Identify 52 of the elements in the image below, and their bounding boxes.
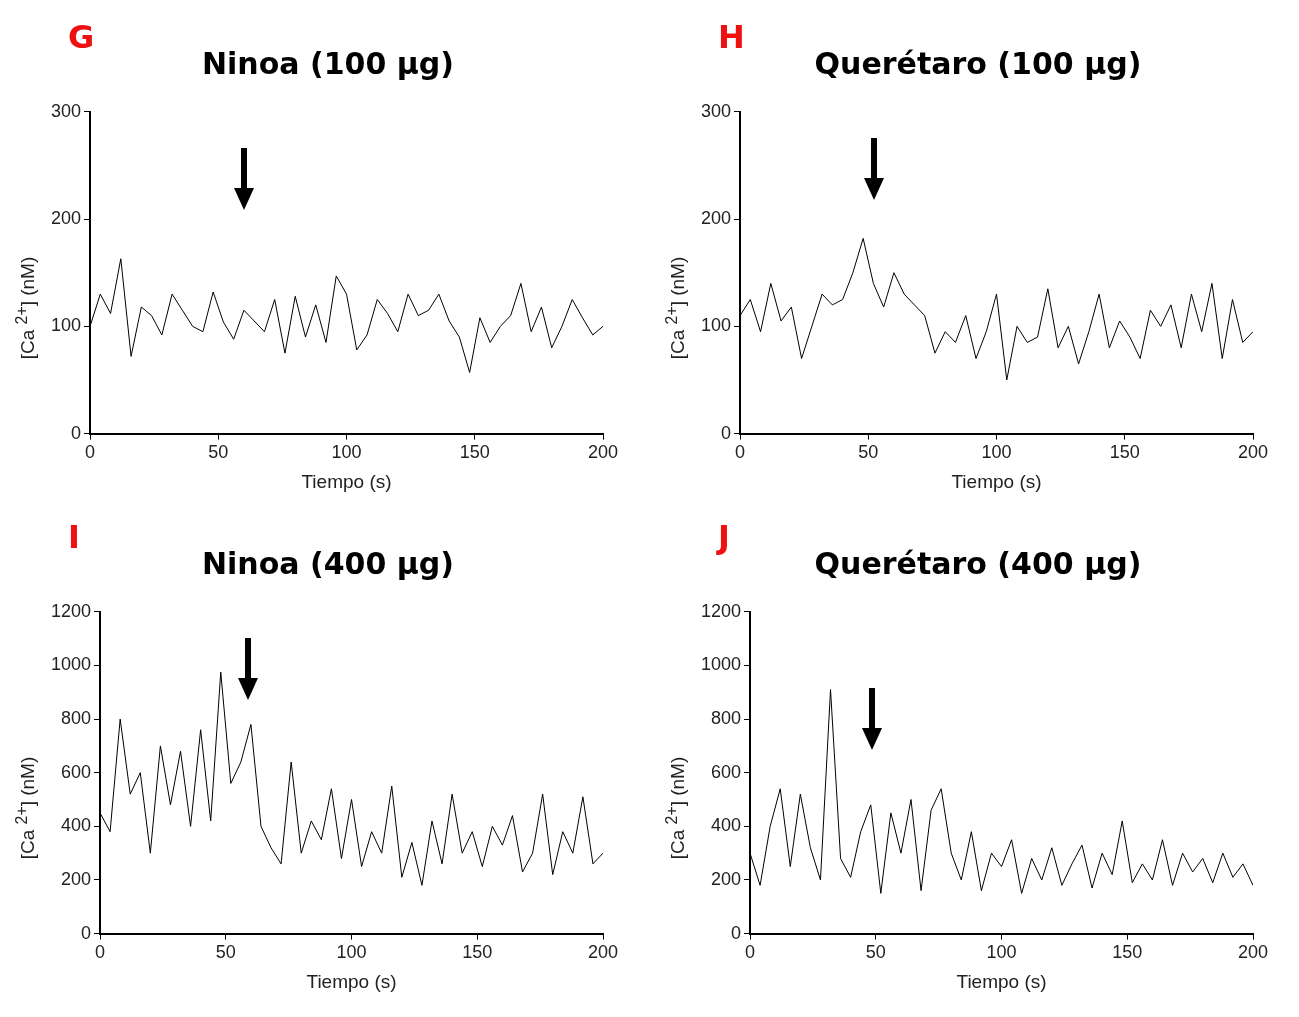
y-tick-label: 0	[71, 422, 82, 443]
y-tick-label: 200	[711, 868, 742, 889]
y-tick-label: 100	[50, 315, 82, 336]
x-tick-label: 100	[336, 942, 367, 963]
text: I	[68, 518, 80, 556]
y-tick-label: 1000	[51, 654, 92, 675]
x-tick-label: 0	[745, 942, 756, 963]
y-tick-label: 0	[721, 422, 732, 443]
y-tick-label: 1200	[701, 600, 742, 621]
y-tick-label: 800	[711, 708, 742, 729]
x-axis-title: Tiempo (s)	[306, 970, 397, 992]
x-tick-label: 50	[208, 442, 229, 463]
text: H	[718, 18, 745, 56]
y-tick-label: 200	[700, 208, 732, 229]
chart-title: Querétaro (100 µg)	[814, 46, 1142, 81]
x-tick-label: 100	[986, 942, 1017, 963]
x-tick-label: 50	[215, 942, 236, 963]
x-tick-label: 150	[459, 442, 490, 463]
y-tick-label: 1000	[701, 654, 742, 675]
y-tick-label: 100	[700, 315, 732, 336]
y-tick-label: 400	[711, 815, 742, 836]
y-tick-label: 200	[61, 868, 92, 889]
x-tick-label: 200	[1237, 942, 1269, 963]
chart-title: Ninoa (100 µg)	[201, 46, 455, 81]
x-axis-title: Tiempo (s)	[301, 470, 392, 492]
x-tick-label: 0	[95, 942, 106, 963]
y-tick-label: 600	[711, 761, 742, 782]
text: G	[68, 18, 95, 56]
x-tick-label: 50	[858, 442, 879, 463]
y-tick-label: 0	[81, 922, 92, 943]
y-tick-label: 600	[61, 761, 92, 782]
x-tick-label: 150	[1109, 442, 1140, 463]
y-tick-label: 200	[50, 208, 82, 229]
x-tick-label: 200	[1237, 442, 1269, 463]
y-tick-label: 800	[61, 708, 92, 729]
y-tick-label: 0	[731, 922, 742, 943]
x-tick-label: 100	[981, 442, 1012, 463]
text: J	[718, 518, 730, 556]
y-tick-label: 1200	[51, 600, 92, 621]
y-tick-label: 300	[700, 100, 732, 121]
x-tick-label: 100	[331, 442, 362, 463]
x-tick-label: 200	[587, 442, 619, 463]
y-tick-label: 300	[50, 100, 82, 121]
x-tick-label: 200	[587, 942, 619, 963]
x-tick-label: 50	[865, 942, 886, 963]
x-axis-title: Tiempo (s)	[951, 470, 1042, 492]
x-tick-label: 150	[462, 942, 493, 963]
x-tick-label: 150	[1112, 942, 1143, 963]
chart-title: Ninoa (400 µg)	[201, 546, 455, 581]
x-axis-title: Tiempo (s)	[956, 970, 1047, 992]
y-tick-label: 400	[61, 815, 92, 836]
chart-title: Querétaro (400 µg)	[814, 546, 1142, 581]
